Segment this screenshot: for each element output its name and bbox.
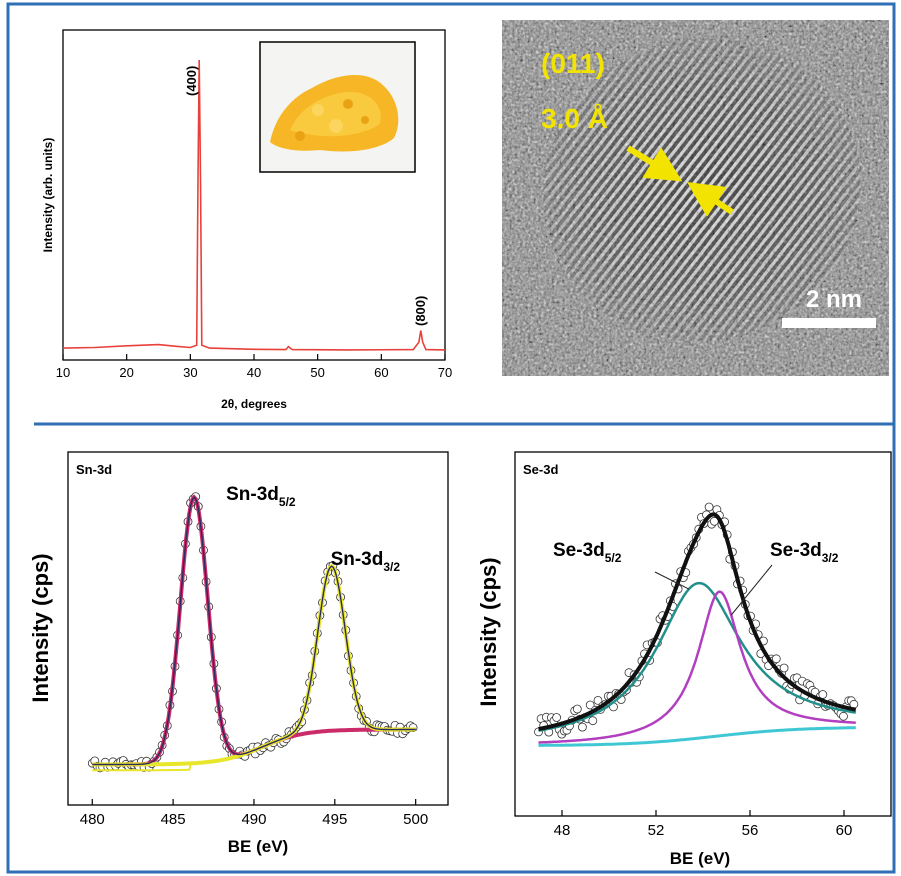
se3d-x-ticks: 48 52 56 60 (554, 810, 853, 839)
tem-spacing-label: 3.0 Å (541, 103, 608, 134)
sn3d-peak-3-2-fit (92, 563, 416, 767)
tem-scalebar-label: 2 nm (806, 286, 862, 313)
tem-arrow-2 (687, 182, 734, 217)
se3d-label-leader-5-2 (654, 571, 690, 590)
tem-arrow-1 (626, 145, 683, 182)
se3d-point-21 (588, 716, 598, 726)
sn3d-x-ticks: 480 485 490 495 500 (80, 799, 428, 828)
sn3d-x-tick-label-0: 480 (80, 811, 105, 828)
xrd-x-tick-label-4: 50 (310, 365, 324, 380)
sn3d-axes-box (67, 451, 449, 806)
xrd-x-tick-label-0: 10 (56, 365, 70, 380)
sn3d-peak-label-5-2: Sn-3d5/2 (226, 484, 296, 509)
xrd-panel: 10 20 30 40 50 60 70 2θ, degrees Intensity (ar… (41, 29, 452, 411)
sn3d-title: Sn-3d (76, 462, 112, 477)
powder-inset-photo (259, 41, 416, 173)
xrd-x-tick-label-1: 20 (119, 365, 133, 380)
se3d-point-110 (818, 690, 828, 699)
se3d-point-92 (771, 654, 781, 664)
xrd-peak-label-400: (400) (184, 66, 199, 96)
se3d-x-tick-label-3: 60 (836, 822, 853, 839)
sn3d-peak-label-3-2: Sn-3d3/2 (331, 549, 401, 574)
se3d-point-20 (585, 700, 595, 710)
se3d-peak-5-2-fit (538, 581, 857, 732)
xrd-series-line (62, 59, 446, 351)
se3d-point-66 (704, 502, 714, 512)
xrd-x-tick-label-3: 40 (247, 365, 261, 380)
se3d-point-15 (572, 704, 582, 714)
sn3d-x-tick-label-1: 485 (161, 811, 186, 828)
se3d-point-23 (593, 696, 603, 705)
tem-annotations: (011) 3.0 Å 2 nm (541, 48, 876, 328)
se3d-panel: Se-3d 48 52 56 60 BE (eV) Intensity (cps) S… (476, 451, 892, 868)
sn3d-envelope-line (92, 496, 416, 766)
outer-border (6, 2, 896, 874)
xrd-ylabel: Intensity (arb. units) (41, 138, 55, 253)
sn3d-x-tick-label-4: 500 (403, 811, 428, 828)
se3d-peak-label-5-2: Se-3d5/2 (553, 540, 622, 565)
se3d-xlabel: BE (eV) (670, 849, 730, 868)
se3d-peak-label-3-2: Se-3d3/2 (770, 540, 839, 565)
se3d-ylabel: Intensity (cps) (476, 557, 501, 706)
xrd-xlabel: 2θ, degrees (221, 397, 287, 411)
xrd-x-ticks: 10 20 30 40 50 60 70 (56, 354, 452, 380)
tem-plane-label: (011) (541, 48, 605, 79)
xrd-peak-label-800: (800) (413, 296, 428, 326)
se3d-point-118 (839, 711, 848, 721)
se3d-x-tick-label-0: 48 (554, 822, 571, 839)
sn3d-xlabel: BE (eV) (228, 837, 288, 856)
xrd-x-tick-label-2: 30 (183, 365, 197, 380)
xrd-x-tick-label-6: 70 (438, 365, 452, 380)
se3d-x-tick-label-2: 56 (742, 822, 759, 839)
sn3d-x-tick-label-2: 490 (241, 811, 266, 828)
se3d-label-leader-3-2 (730, 564, 773, 616)
se3d-point-95 (779, 663, 789, 673)
sn3d-x-tick-label-3: 495 (322, 811, 347, 828)
sn3d-ylabel: Intensity (cps) (28, 553, 53, 702)
se3d-point-17 (578, 722, 587, 732)
xrd-x-tick-label-5: 60 (374, 365, 388, 380)
se3d-background-line (538, 726, 856, 747)
se3d-axes-box (514, 451, 892, 817)
tem-scalebar (782, 318, 876, 328)
se3d-point-7 (552, 713, 561, 722)
se3d-peak-3-2-fit (538, 590, 856, 744)
se3d-envelope-line (538, 512, 857, 731)
sn3d-panel: Sn-3d 480 485 490 495 500 BE (eV) Intensity … (28, 451, 449, 856)
se3d-title: Se-3d (523, 462, 558, 477)
se3d-x-tick-label-1: 52 (648, 822, 665, 839)
